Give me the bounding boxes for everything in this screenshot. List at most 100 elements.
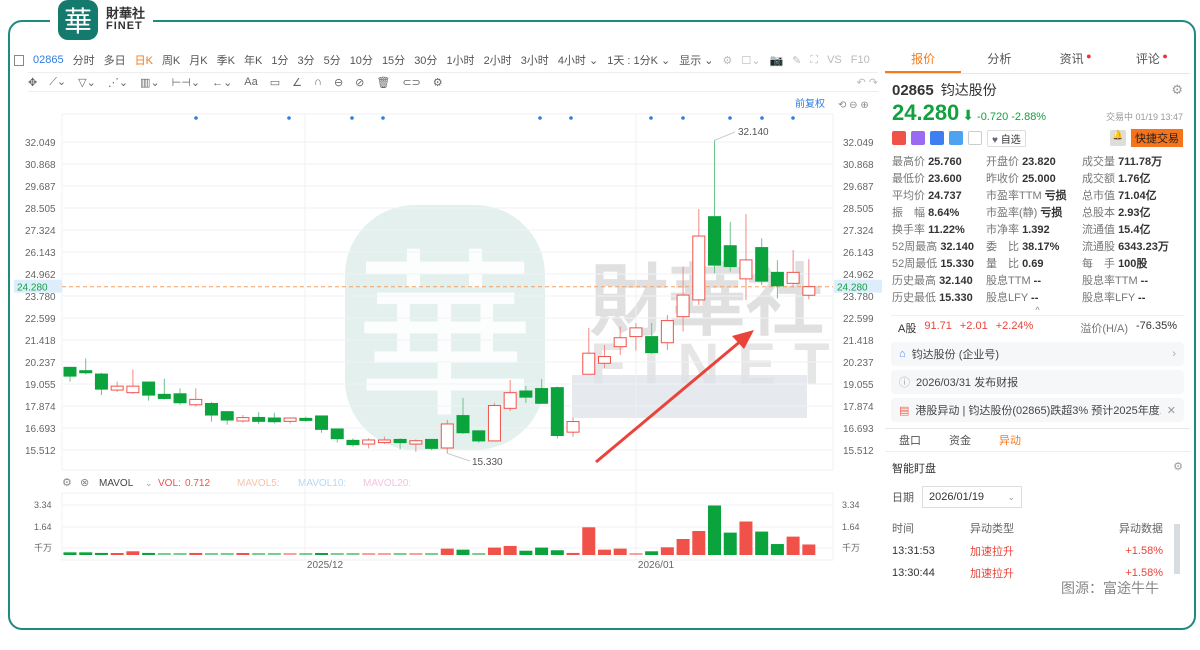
candle[interactable] bbox=[440, 419, 454, 454]
candle[interactable] bbox=[535, 379, 549, 404]
volume-bar[interactable] bbox=[597, 549, 611, 555]
volume-bar[interactable] bbox=[236, 553, 250, 555]
volume-bar[interactable] bbox=[63, 552, 77, 555]
volume-bar[interactable] bbox=[362, 553, 376, 555]
event-marker[interactable] bbox=[681, 116, 685, 120]
candle[interactable] bbox=[346, 438, 360, 447]
period-11[interactable]: 15分 bbox=[381, 55, 406, 67]
pencil-icon[interactable]: ✎ bbox=[792, 54, 802, 67]
stock-code[interactable]: 02865 bbox=[33, 54, 64, 66]
indicator-name[interactable]: MAVOL bbox=[99, 478, 134, 489]
volume-bar[interactable] bbox=[393, 553, 407, 555]
drawing-tool-icon[interactable]: ▭ bbox=[269, 76, 281, 89]
date-select[interactable]: 2026/01/19 ⌄ bbox=[922, 486, 1022, 508]
candle[interactable] bbox=[94, 372, 108, 396]
company-card[interactable]: ⌂ 钧达股份 (企业号) › bbox=[891, 342, 1184, 366]
candle[interactable] bbox=[692, 209, 706, 305]
drawing-tool-icon[interactable]: Aa bbox=[244, 76, 258, 88]
volume-bar[interactable] bbox=[330, 553, 344, 555]
volume-bar[interactable] bbox=[645, 551, 659, 555]
period-16[interactable]: 4小时 ⌄ bbox=[557, 55, 599, 67]
scrollbar[interactable] bbox=[1174, 524, 1180, 574]
volume-bar[interactable] bbox=[346, 553, 360, 555]
candle[interactable] bbox=[157, 378, 171, 400]
panel-tab-3[interactable]: 评论 ● bbox=[1114, 44, 1190, 73]
panel-tab-1[interactable]: 分析 bbox=[961, 44, 1037, 73]
period-5[interactable]: 季K bbox=[216, 55, 235, 67]
volume-bar[interactable] bbox=[770, 544, 784, 555]
candle[interactable] bbox=[236, 415, 250, 423]
period-6[interactable]: 年K bbox=[243, 55, 263, 67]
event-marker[interactable] bbox=[569, 116, 573, 120]
event-marker[interactable] bbox=[728, 116, 732, 120]
period-14[interactable]: 2小时 bbox=[483, 55, 512, 67]
candle[interactable] bbox=[550, 386, 564, 439]
drawing-tool-icon[interactable]: ⊂⊃ bbox=[402, 76, 421, 89]
volume-bar[interactable] bbox=[472, 553, 486, 555]
candle[interactable] bbox=[110, 381, 124, 392]
candle[interactable] bbox=[629, 323, 643, 351]
period-13[interactable]: 1小时 bbox=[446, 55, 475, 67]
candle[interactable] bbox=[472, 430, 486, 443]
indicator-settings-icon[interactable]: ⚙ bbox=[62, 477, 72, 489]
volume-bar[interactable] bbox=[173, 553, 187, 555]
candle[interactable] bbox=[315, 415, 329, 433]
candle[interactable] bbox=[377, 436, 391, 445]
volume-bar[interactable] bbox=[252, 553, 266, 555]
sub-tab-2[interactable]: 异动 bbox=[999, 435, 1021, 447]
candle[interactable] bbox=[267, 412, 281, 424]
event-marker[interactable] bbox=[194, 116, 198, 120]
volume-bar[interactable] bbox=[550, 550, 564, 555]
shuffle-icon[interactable] bbox=[930, 131, 944, 145]
candle[interactable] bbox=[519, 385, 533, 403]
volume-bar[interactable] bbox=[503, 545, 517, 555]
drawing-tool-icon[interactable]: ▥⌄ bbox=[140, 76, 160, 89]
candle[interactable] bbox=[252, 412, 266, 424]
drawing-tool-icon[interactable]: ⊖ bbox=[333, 76, 344, 89]
volume-bar[interactable] bbox=[613, 548, 627, 555]
candle[interactable] bbox=[173, 388, 187, 405]
volume-bar[interactable] bbox=[566, 552, 580, 555]
volume-bar[interactable] bbox=[487, 547, 501, 555]
event-marker[interactable] bbox=[381, 116, 385, 120]
drawing-tool-icon[interactable]: ✥ bbox=[28, 76, 38, 89]
drawing-tool-icon[interactable]: ⊢⊣⌄ bbox=[171, 76, 201, 89]
volume-bar[interactable] bbox=[377, 553, 391, 555]
close-icon[interactable]: ✕ bbox=[1166, 404, 1176, 417]
drawing-tool-icon[interactable]: ∩ bbox=[314, 76, 322, 88]
event-marker[interactable] bbox=[791, 116, 795, 120]
candle[interactable] bbox=[802, 259, 816, 300]
drawing-tool-icon[interactable]: ⟋⌄ bbox=[49, 76, 67, 88]
volume-bar[interactable] bbox=[723, 532, 737, 555]
drawing-tool-icon[interactable]: ▽⌄ bbox=[78, 76, 96, 89]
volume-bar[interactable] bbox=[220, 553, 234, 555]
candle[interactable] bbox=[739, 214, 753, 300]
volume-bar[interactable] bbox=[425, 553, 439, 555]
hk-flag-icon[interactable] bbox=[892, 131, 906, 145]
zoom-controls-icon[interactable]: ⟲ ⊖ ⊕ bbox=[838, 100, 869, 111]
volume-bar[interactable] bbox=[456, 549, 470, 555]
candle[interactable] bbox=[409, 439, 423, 452]
drawing-tool-icon[interactable]: ⚙ bbox=[432, 76, 443, 89]
candle[interactable] bbox=[755, 238, 769, 286]
candle[interactable] bbox=[503, 380, 517, 411]
volume-bar[interactable] bbox=[786, 536, 800, 555]
volume-bar[interactable] bbox=[582, 527, 596, 555]
chevron-down-icon[interactable]: ⌄ bbox=[145, 478, 153, 488]
adjust-button[interactable]: 前复权 bbox=[795, 97, 825, 110]
candle[interactable] bbox=[393, 438, 407, 450]
drawing-tool-icon[interactable]: ∠ bbox=[292, 76, 303, 89]
earnings-card[interactable]: ⓘ 2026/03/31 发布财报 bbox=[891, 370, 1184, 394]
kline-chart[interactable]: 華財華社FINET32.049 32.04930.868 30.86829.687 2… bbox=[0, 0, 885, 630]
lightning-icon[interactable] bbox=[911, 131, 925, 145]
volume-bar[interactable] bbox=[267, 553, 281, 555]
volume-bar[interactable] bbox=[299, 553, 313, 555]
settings-icon[interactable]: ⚙ bbox=[1171, 82, 1183, 97]
event-marker[interactable] bbox=[287, 116, 291, 120]
volume-bar[interactable] bbox=[519, 550, 533, 555]
candle[interactable] bbox=[456, 397, 470, 434]
tag-icon[interactable] bbox=[949, 131, 963, 145]
volume-bar[interactable] bbox=[708, 505, 722, 556]
drawing-tool-icon[interactable]: ⊘ bbox=[355, 76, 365, 89]
period-9[interactable]: 5分 bbox=[323, 55, 341, 67]
